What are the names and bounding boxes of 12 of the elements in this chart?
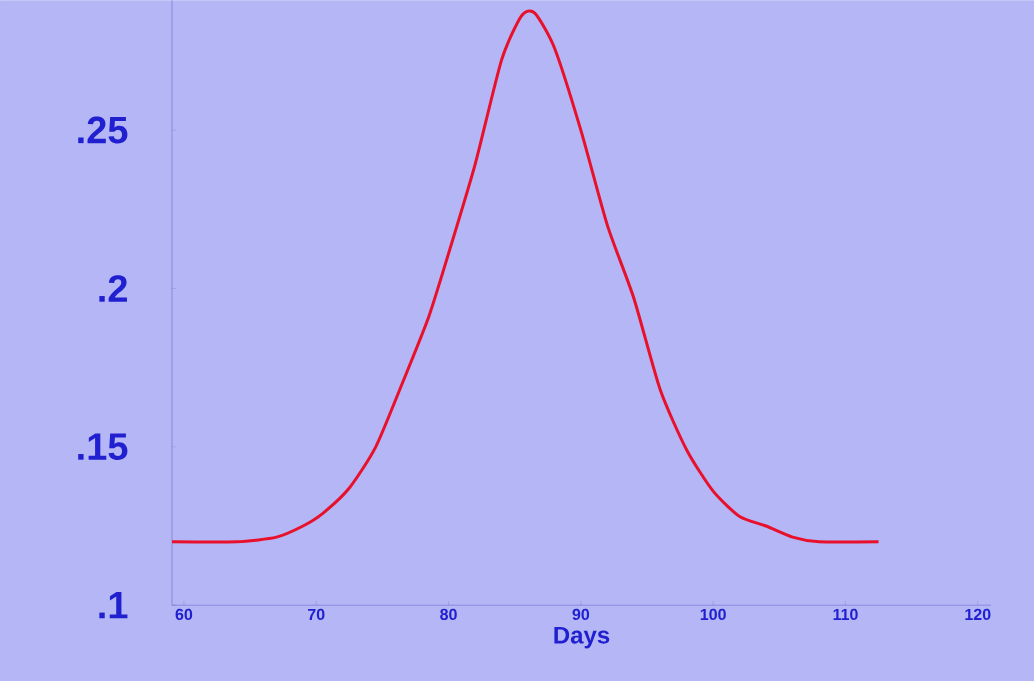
y-tick-label: .25 <box>78 116 128 144</box>
x-tick-label: 110 <box>833 608 858 620</box>
x-tick-label: 100 <box>700 608 726 620</box>
x-tick-label: 70 <box>308 608 325 620</box>
x-tick-label: 60 <box>175 608 193 620</box>
x-axis-title: Days <box>554 626 610 649</box>
x-tick-label: 90 <box>572 608 590 620</box>
y-tick-label: .1 <box>99 592 128 619</box>
x-tick-label: 120 <box>965 608 991 620</box>
y-tick-label: .2 <box>99 275 127 302</box>
y-tick-label: .15 <box>78 433 128 460</box>
x-tick-label: 80 <box>440 608 457 620</box>
